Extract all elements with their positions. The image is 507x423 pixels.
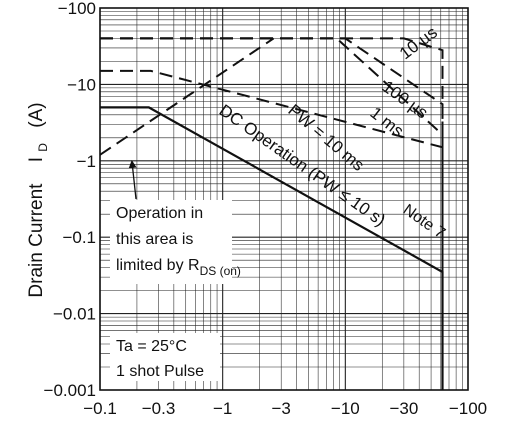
annotation-line-2: this area is [116,231,193,248]
x-tick-label: −30 [389,399,418,418]
grid [99,8,468,391]
annotation-line-1: Operation in [116,205,203,222]
x-tick-label: −0.1 [83,399,117,418]
series-line-5 [99,37,275,156]
y-tick-label: −10 [67,75,96,94]
rdson-annotation: Operation in this area is limited by RDS… [110,160,241,284]
x-tick-label: −10 [331,399,360,418]
label-10us: 10 µs [396,23,441,63]
series-line-1 [100,69,444,390]
x-tick-label: −3 [271,399,290,418]
y-axis-label-main: Drain Current [26,183,47,298]
y-tick-label: −0.1 [62,228,96,247]
y-axis-label-unit: (A) [26,102,47,127]
condition-box: Ta = 25°C 1 shot Pulse [110,333,220,381]
x-tick-labels: −0.1 −0.3 −1 −3 −10 −30 −100 [83,399,487,418]
plot-frame [99,7,469,391]
y-tick-labels: −100 −10 −1 −0.1 −0.01 −0.001 [44,0,96,400]
x-tick-label: −100 [449,399,487,418]
condition-temperature: Ta = 25°C [116,338,187,355]
label-1ms: 1 ms [367,103,408,141]
x-tick-label: −1 [213,399,232,418]
series-lines [99,37,444,390]
y-tick-label: −0.001 [44,381,96,400]
x-tick-label: −0.3 [142,399,176,418]
y-axis-label: Drain Current I D (A) [26,102,52,297]
y-tick-label: −100 [58,0,96,18]
y-tick-label: −1 [77,152,96,171]
annotation-line-3: limited by RDS (on) [116,257,241,278]
y-axis-label-sub: D [36,143,50,152]
series-line-4 [100,37,444,390]
y-axis-label-symbol: I [26,157,47,162]
annotation-line-3-text: limited by R [116,257,200,274]
annotation-line-3-sub: DS (on) [200,264,241,278]
y-tick-label: −0.01 [53,305,96,324]
annotation-arrow [128,160,137,200]
condition-pulse: 1 shot Pulse [116,363,204,380]
svg-text:Drain Current I D: Drain Current I D (A) [26,102,52,297]
